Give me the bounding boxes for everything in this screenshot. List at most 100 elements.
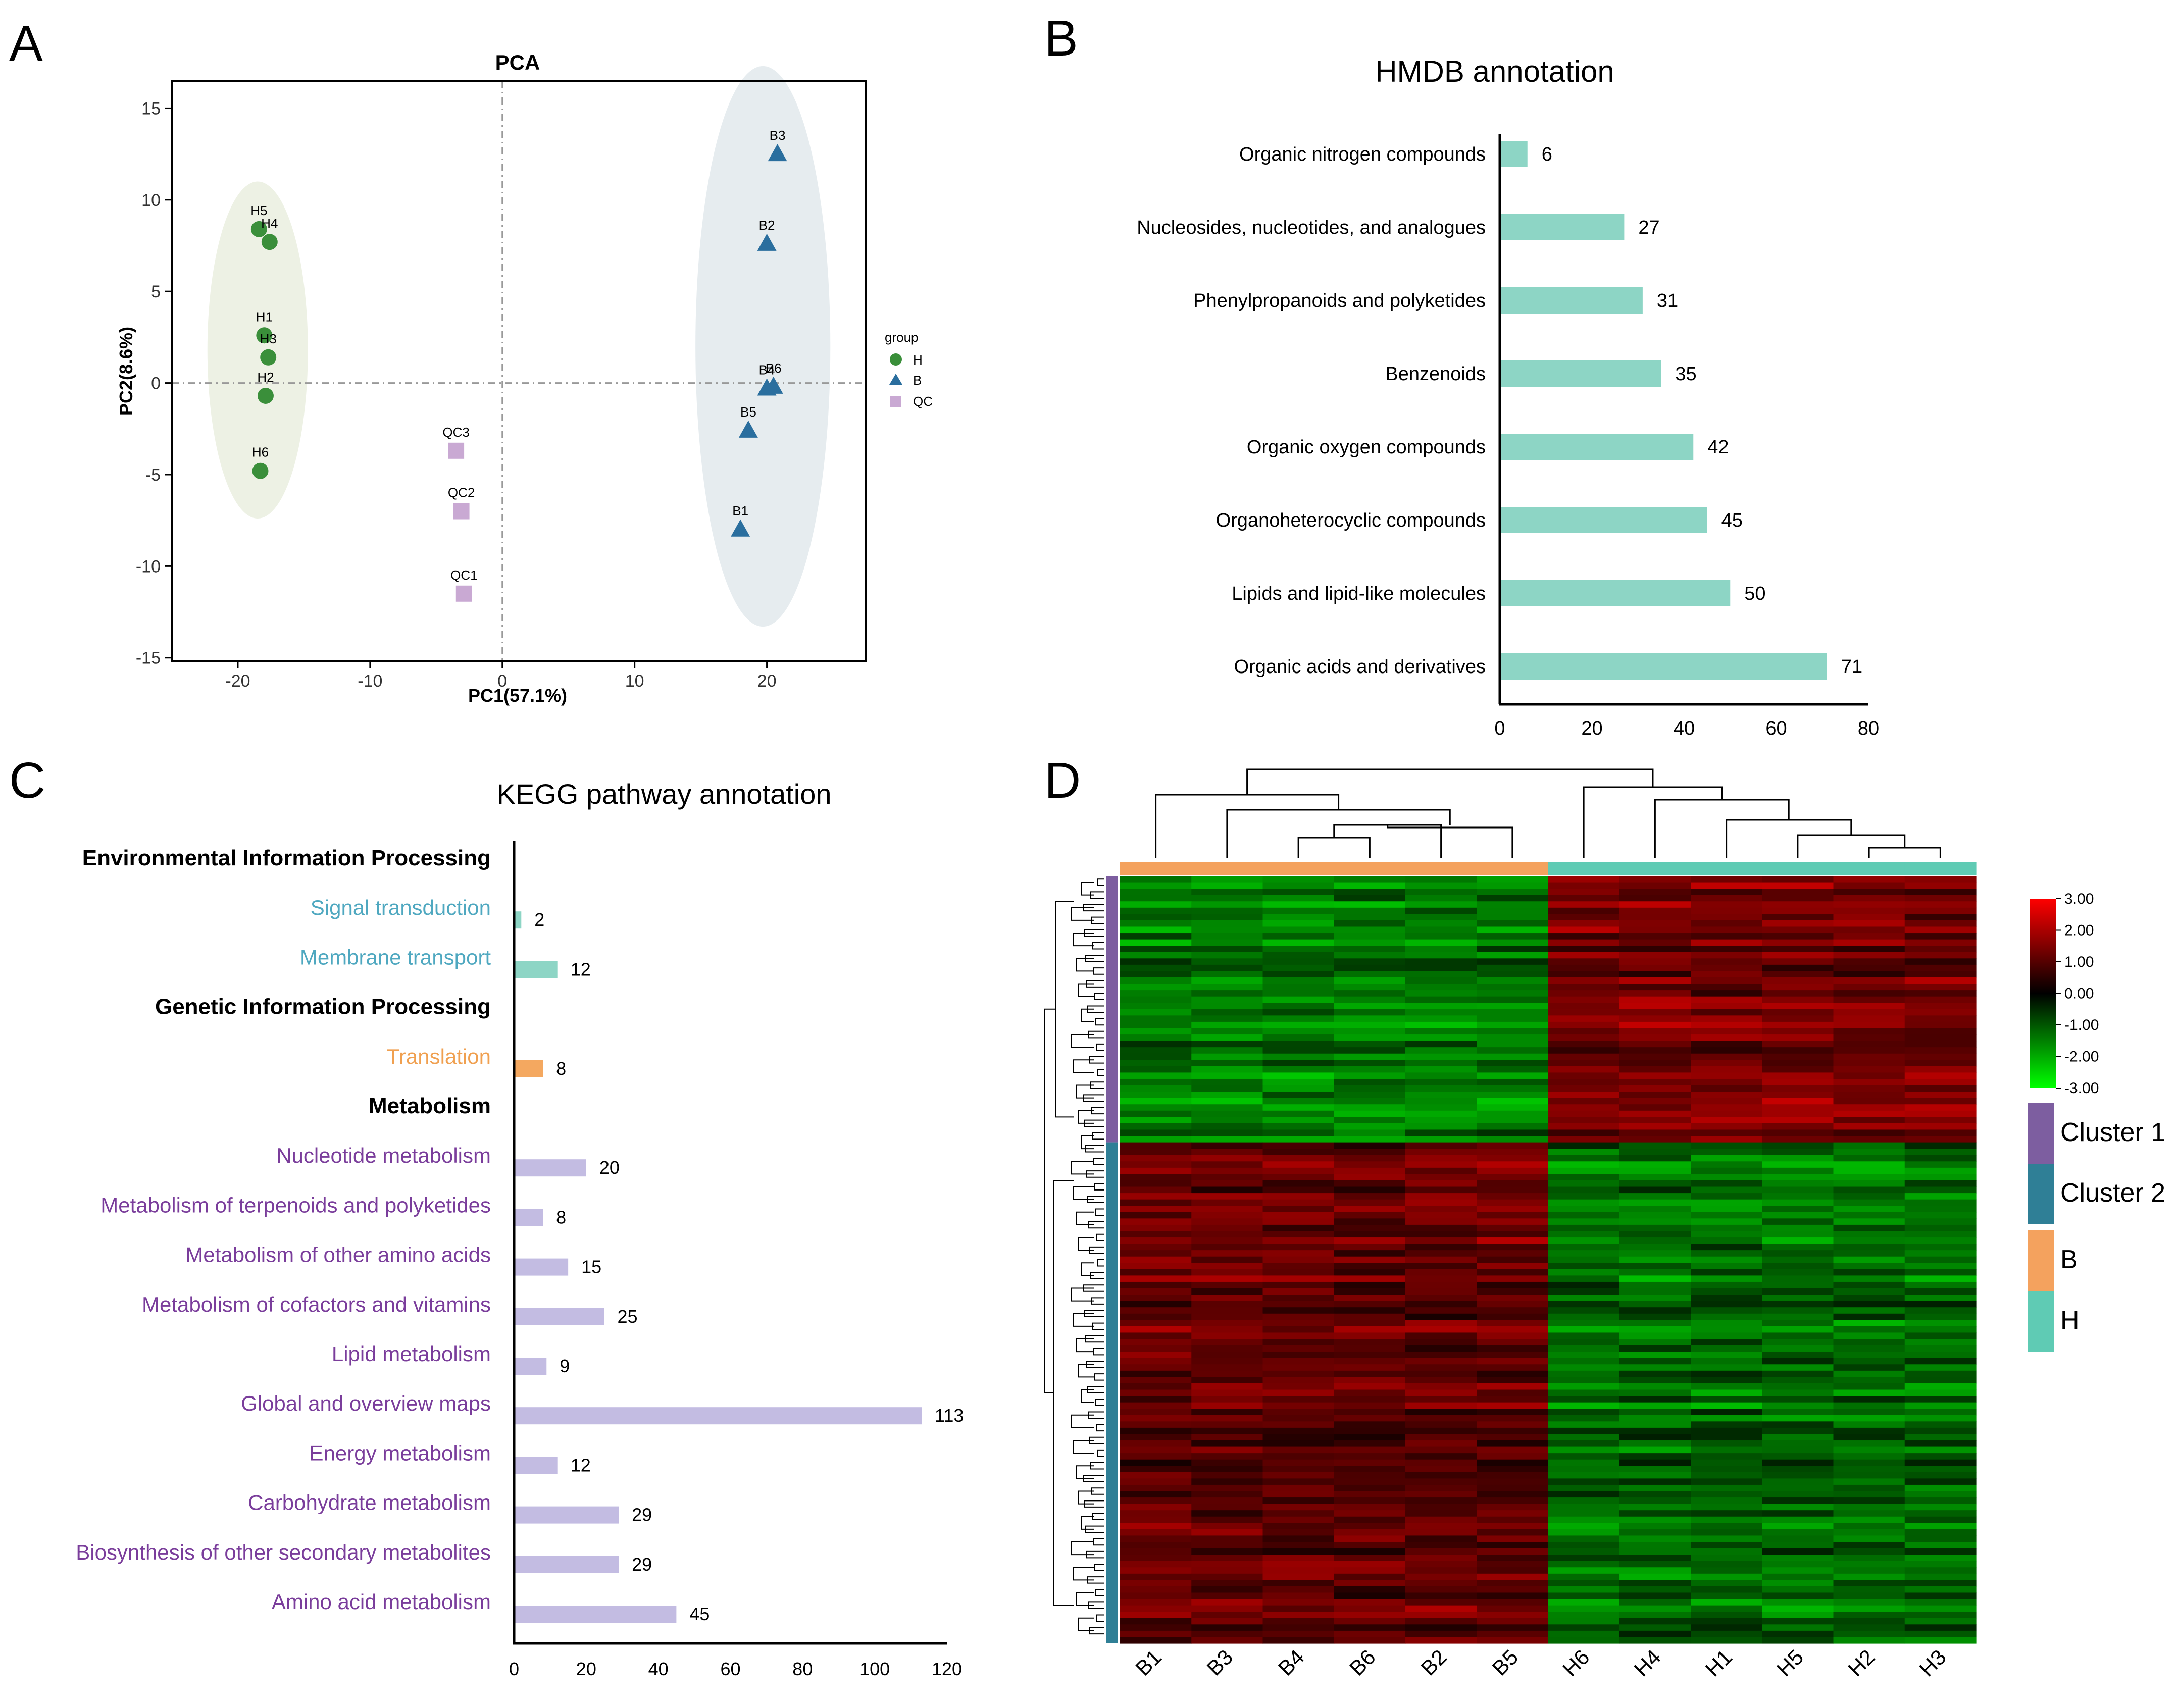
heatmap-cell [1405, 1396, 1477, 1403]
heatmap-cell [1762, 1586, 1834, 1593]
heatmap-cell [1619, 1180, 1691, 1187]
heatmap-cell [1191, 901, 1263, 908]
heatmap-cell [1762, 1612, 1834, 1619]
heatmap-cell [1120, 984, 1192, 991]
heatmap-cell [1477, 1459, 1549, 1466]
heatmap-cell [1619, 1358, 1691, 1365]
heatmap-cell [1619, 1295, 1691, 1302]
heatmap-cell [1191, 1003, 1263, 1010]
heatmap-cell [1120, 1573, 1192, 1580]
heatmap-cell [1334, 1053, 1406, 1060]
heatmap-cell [1477, 1352, 1549, 1359]
heatmap-cell [1833, 926, 1905, 934]
heatmap-cell [1548, 1491, 1620, 1498]
heatmap-cell [1334, 1434, 1406, 1441]
heatmap-cell [1191, 1383, 1263, 1390]
heatmap-cell [1619, 1592, 1691, 1599]
heatmap-cell [1120, 1529, 1192, 1536]
heatmap-cell [1477, 1612, 1549, 1619]
heatmap-cell [1191, 984, 1263, 991]
heatmap-cell [1477, 1092, 1549, 1099]
heatmap-cell [1904, 1237, 1977, 1245]
legend-qc-marker [890, 396, 901, 407]
heatmap-cell [1762, 1573, 1834, 1580]
heatmap-cell [1904, 1320, 1977, 1327]
heatmap-cell [1477, 1364, 1549, 1371]
heatmap-cell [1904, 1110, 1977, 1117]
column-label: B1 [1131, 1645, 1166, 1680]
heatmap-cell [1262, 1326, 1335, 1333]
heatmap-cell [1191, 1199, 1263, 1206]
heatmap-cell [1334, 1015, 1406, 1022]
heatmap-cell [1477, 1383, 1549, 1390]
heatmap-cell [1120, 1301, 1192, 1308]
row-dendrogram-branch [1094, 993, 1104, 1000]
dendrogram-branch [1333, 824, 1442, 858]
heatmap-cell [1762, 1275, 1834, 1282]
heatmap-cell [1833, 1586, 1905, 1593]
heatmap-cell [1405, 1224, 1477, 1232]
heatmap-cell [1762, 1535, 1834, 1542]
heatmap-cell [1619, 1003, 1691, 1010]
heatmap-cell [1262, 1193, 1335, 1200]
heatmap-cell [1548, 1041, 1620, 1048]
heatmap-cell [1262, 958, 1335, 965]
heatmap-cell [1762, 1206, 1834, 1213]
heatmap-cell [1762, 1263, 1834, 1270]
heatmap-cell [1120, 1174, 1192, 1181]
heatmap-cell [1477, 1193, 1549, 1200]
point-label: H1 [256, 309, 273, 324]
heatmap-cell [1762, 946, 1834, 953]
heatmap-cell [1191, 907, 1263, 914]
heatmap-cell [1548, 876, 1620, 883]
heatmap-cell [1405, 1364, 1477, 1371]
heatmap-cell [1191, 1212, 1263, 1219]
heatmap-cell [1833, 1129, 1905, 1136]
heatmap-cell [1334, 1358, 1406, 1365]
heatmap-cell [1619, 1478, 1691, 1485]
row-dendrogram-branch [1096, 1043, 1104, 1051]
heatmap-cell [1691, 1535, 1762, 1542]
heatmap-cell [1904, 1466, 1977, 1473]
value-label: 9 [560, 1356, 570, 1376]
heatmap-cell [1262, 1021, 1335, 1029]
heatmap-cell [1120, 1295, 1192, 1302]
heatmap-cell [1691, 1199, 1762, 1206]
heatmap-cell [1904, 914, 1977, 921]
heatmap-cell [1691, 946, 1762, 953]
heatmap-cell [1334, 1072, 1406, 1079]
heatmap-cell [1548, 1256, 1620, 1263]
color-scale-tick-label: 1.00 [2064, 954, 2094, 970]
heatmap-cell [1619, 1288, 1691, 1295]
heatmap-cell [1334, 1212, 1406, 1219]
heatmap-cell [1120, 1244, 1192, 1251]
heatmap-cell [1120, 1339, 1192, 1346]
heatmap-cell [1762, 1516, 1834, 1523]
heatmap-cell [1191, 882, 1263, 889]
group-annotation-b [1334, 862, 1406, 875]
heatmap-cell [1619, 1555, 1691, 1562]
bar [514, 1407, 922, 1425]
heatmap-cell [1477, 1098, 1549, 1105]
heatmap-cell [1334, 926, 1406, 934]
heatmap-cell [1405, 964, 1477, 972]
heatmap-cell [1548, 1332, 1620, 1339]
heatmap-cell [1405, 901, 1477, 908]
heatmap-cell [1405, 1269, 1477, 1276]
heatmap-cell [1619, 1542, 1691, 1549]
heatmap-cell [1334, 1224, 1406, 1232]
heatmap-cell [1262, 971, 1335, 978]
x-tick-label: 100 [859, 1659, 890, 1679]
heatmap-cell [1477, 1047, 1549, 1054]
heatmap-cell [1762, 1548, 1834, 1555]
heatmap-cell [1262, 1624, 1335, 1631]
heatmap-cell [1904, 1009, 1977, 1016]
heatmap-cell [1691, 1313, 1762, 1320]
heatmap-cell [1262, 1092, 1335, 1099]
heatmap-cell [1477, 1440, 1549, 1447]
heatmap-cell [1334, 1167, 1406, 1175]
heatmap-cell [1691, 1237, 1762, 1245]
value-label: 12 [571, 959, 591, 979]
heatmap-cell [1762, 1256, 1834, 1263]
heatmap-cell [1405, 1129, 1477, 1136]
